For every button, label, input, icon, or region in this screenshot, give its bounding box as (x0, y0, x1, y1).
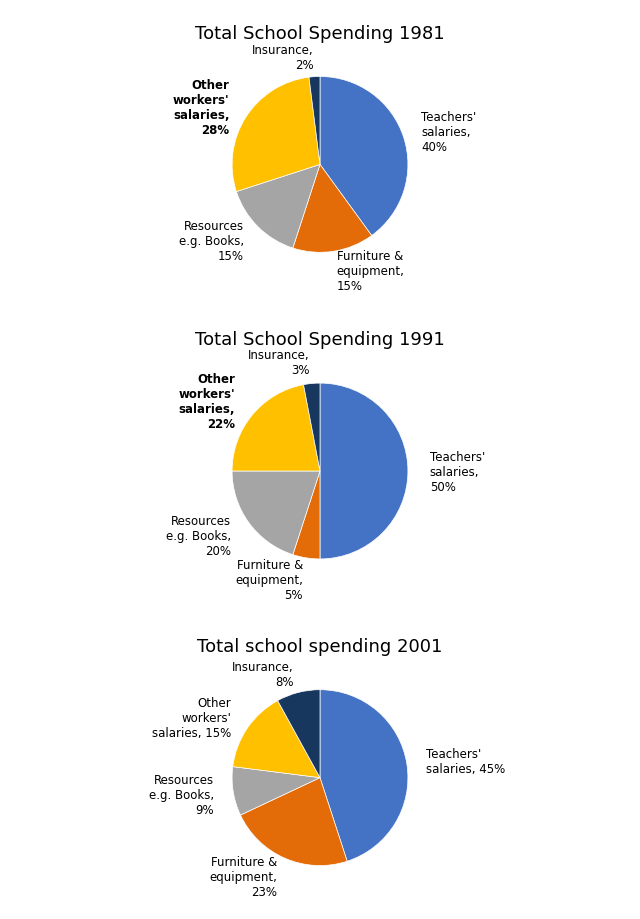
Wedge shape (232, 471, 320, 555)
Wedge shape (232, 78, 320, 192)
Text: Insurance,
2%: Insurance, 2% (252, 44, 313, 73)
Title: Total School Spending 1981: Total School Spending 1981 (195, 25, 445, 43)
Text: Other
workers'
salaries,
28%: Other workers' salaries, 28% (173, 79, 229, 137)
Wedge shape (232, 766, 320, 815)
Wedge shape (320, 690, 408, 861)
Wedge shape (303, 383, 320, 471)
Wedge shape (236, 165, 320, 249)
Wedge shape (320, 383, 408, 560)
Wedge shape (293, 165, 372, 253)
Text: Teachers'
salaries, 45%: Teachers' salaries, 45% (426, 747, 505, 775)
Wedge shape (320, 77, 408, 236)
Wedge shape (241, 777, 347, 866)
Text: Insurance,
8%: Insurance, 8% (232, 660, 293, 688)
Wedge shape (232, 385, 320, 471)
Title: Total school spending 2001: Total school spending 2001 (197, 638, 443, 655)
Text: Furniture &
equipment,
5%: Furniture & equipment, 5% (235, 559, 303, 601)
Text: Teachers'
salaries,
50%: Teachers' salaries, 50% (430, 450, 485, 493)
Wedge shape (233, 701, 320, 777)
Wedge shape (309, 77, 320, 165)
Text: Teachers'
salaries,
40%: Teachers' salaries, 40% (421, 110, 476, 153)
Text: Resources
e.g. Books,
9%: Resources e.g. Books, 9% (149, 773, 214, 816)
Text: Furniture &
equipment,
23%: Furniture & equipment, 23% (209, 855, 277, 898)
Text: Resources
e.g. Books,
20%: Resources e.g. Books, 20% (166, 515, 231, 558)
Wedge shape (278, 690, 320, 777)
Text: Other
workers'
salaries, 15%: Other workers' salaries, 15% (152, 696, 231, 739)
Text: Insurance,
3%: Insurance, 3% (248, 348, 310, 376)
Title: Total School Spending 1991: Total School Spending 1991 (195, 331, 445, 349)
Text: Resources
e.g. Books,
15%: Resources e.g. Books, 15% (179, 220, 244, 263)
Text: Furniture &
equipment,
15%: Furniture & equipment, 15% (337, 250, 404, 292)
Text: Other
workers'
salaries,
22%: Other workers' salaries, 22% (179, 372, 236, 430)
Wedge shape (293, 471, 320, 560)
